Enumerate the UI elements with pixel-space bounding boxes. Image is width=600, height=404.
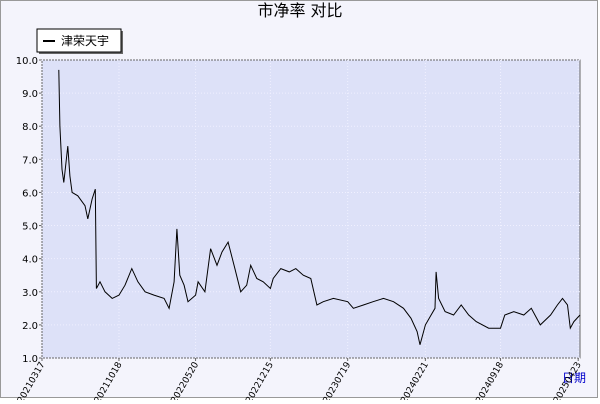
legend — [36, 28, 122, 53]
y-tick-label: 9.0 — [22, 89, 38, 100]
y-tick-label: 8.0 — [22, 122, 38, 133]
x-axis-label: 日期 — [562, 371, 586, 385]
y-tick-label: 6.0 — [22, 188, 38, 199]
y-tick-label: 7.0 — [22, 155, 38, 166]
plot-area — [41, 59, 581, 359]
y-tick-label: 2.0 — [22, 321, 38, 332]
y-tick-label: 5.0 — [22, 222, 38, 233]
chart-title: 市净率 对比 — [257, 1, 342, 20]
y-tick-label: 3.0 — [22, 288, 38, 299]
y-tick-label: 10.0 — [16, 56, 38, 67]
y-tick-label: 4.0 — [22, 255, 38, 266]
legend-label: 津荣天宇 — [61, 34, 109, 48]
line — [58, 69, 581, 345]
y-tick-label: 1.0 — [22, 354, 38, 365]
